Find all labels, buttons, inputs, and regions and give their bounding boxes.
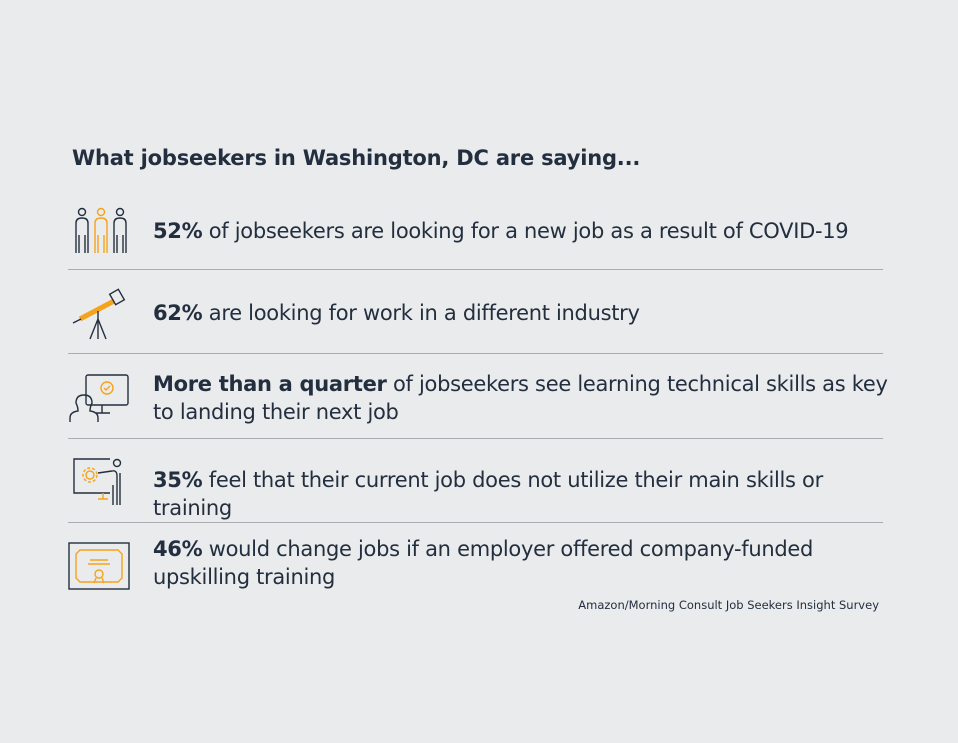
person-computer-icon (69, 374, 129, 422)
page-title: What jobseekers in Washington, DC are sa… (72, 146, 641, 170)
stat-body: are looking for work in a different indu… (202, 301, 640, 325)
stat-highlight: More than a quarter (153, 372, 387, 396)
telescope-icon (72, 288, 126, 340)
stat-highlight: 62% (153, 301, 203, 325)
stat-text: 52% of jobseekers are looking for a new … (153, 217, 893, 245)
stat-highlight: 35% (153, 468, 203, 492)
stat-text: More than a quarter of jobseekers see le… (153, 370, 893, 426)
people-icon (75, 207, 127, 253)
stat-text: 35% feel that their current job does not… (153, 466, 893, 522)
stat-text: 46% would change jobs if an employer off… (153, 535, 893, 591)
stat-text: 62% are looking for work in a different … (153, 299, 893, 327)
stat-body: feel that their current job does not uti… (153, 468, 823, 520)
stat-body: of jobseekers see learning technical ski… (153, 372, 888, 424)
divider (68, 522, 883, 523)
source-note: Amazon/Morning Consult Job Seekers Insig… (578, 598, 879, 612)
stat-body: of jobseekers are looking for a new job … (202, 219, 849, 243)
stat-body: would change jobs if an employer offered… (153, 537, 814, 589)
divider (68, 269, 883, 270)
presenter-gear-icon (73, 458, 122, 505)
stat-highlight: 52% (153, 219, 203, 243)
certificate-icon (68, 542, 130, 590)
stat-highlight: 46% (153, 537, 203, 561)
divider (68, 438, 883, 439)
divider (68, 353, 883, 354)
